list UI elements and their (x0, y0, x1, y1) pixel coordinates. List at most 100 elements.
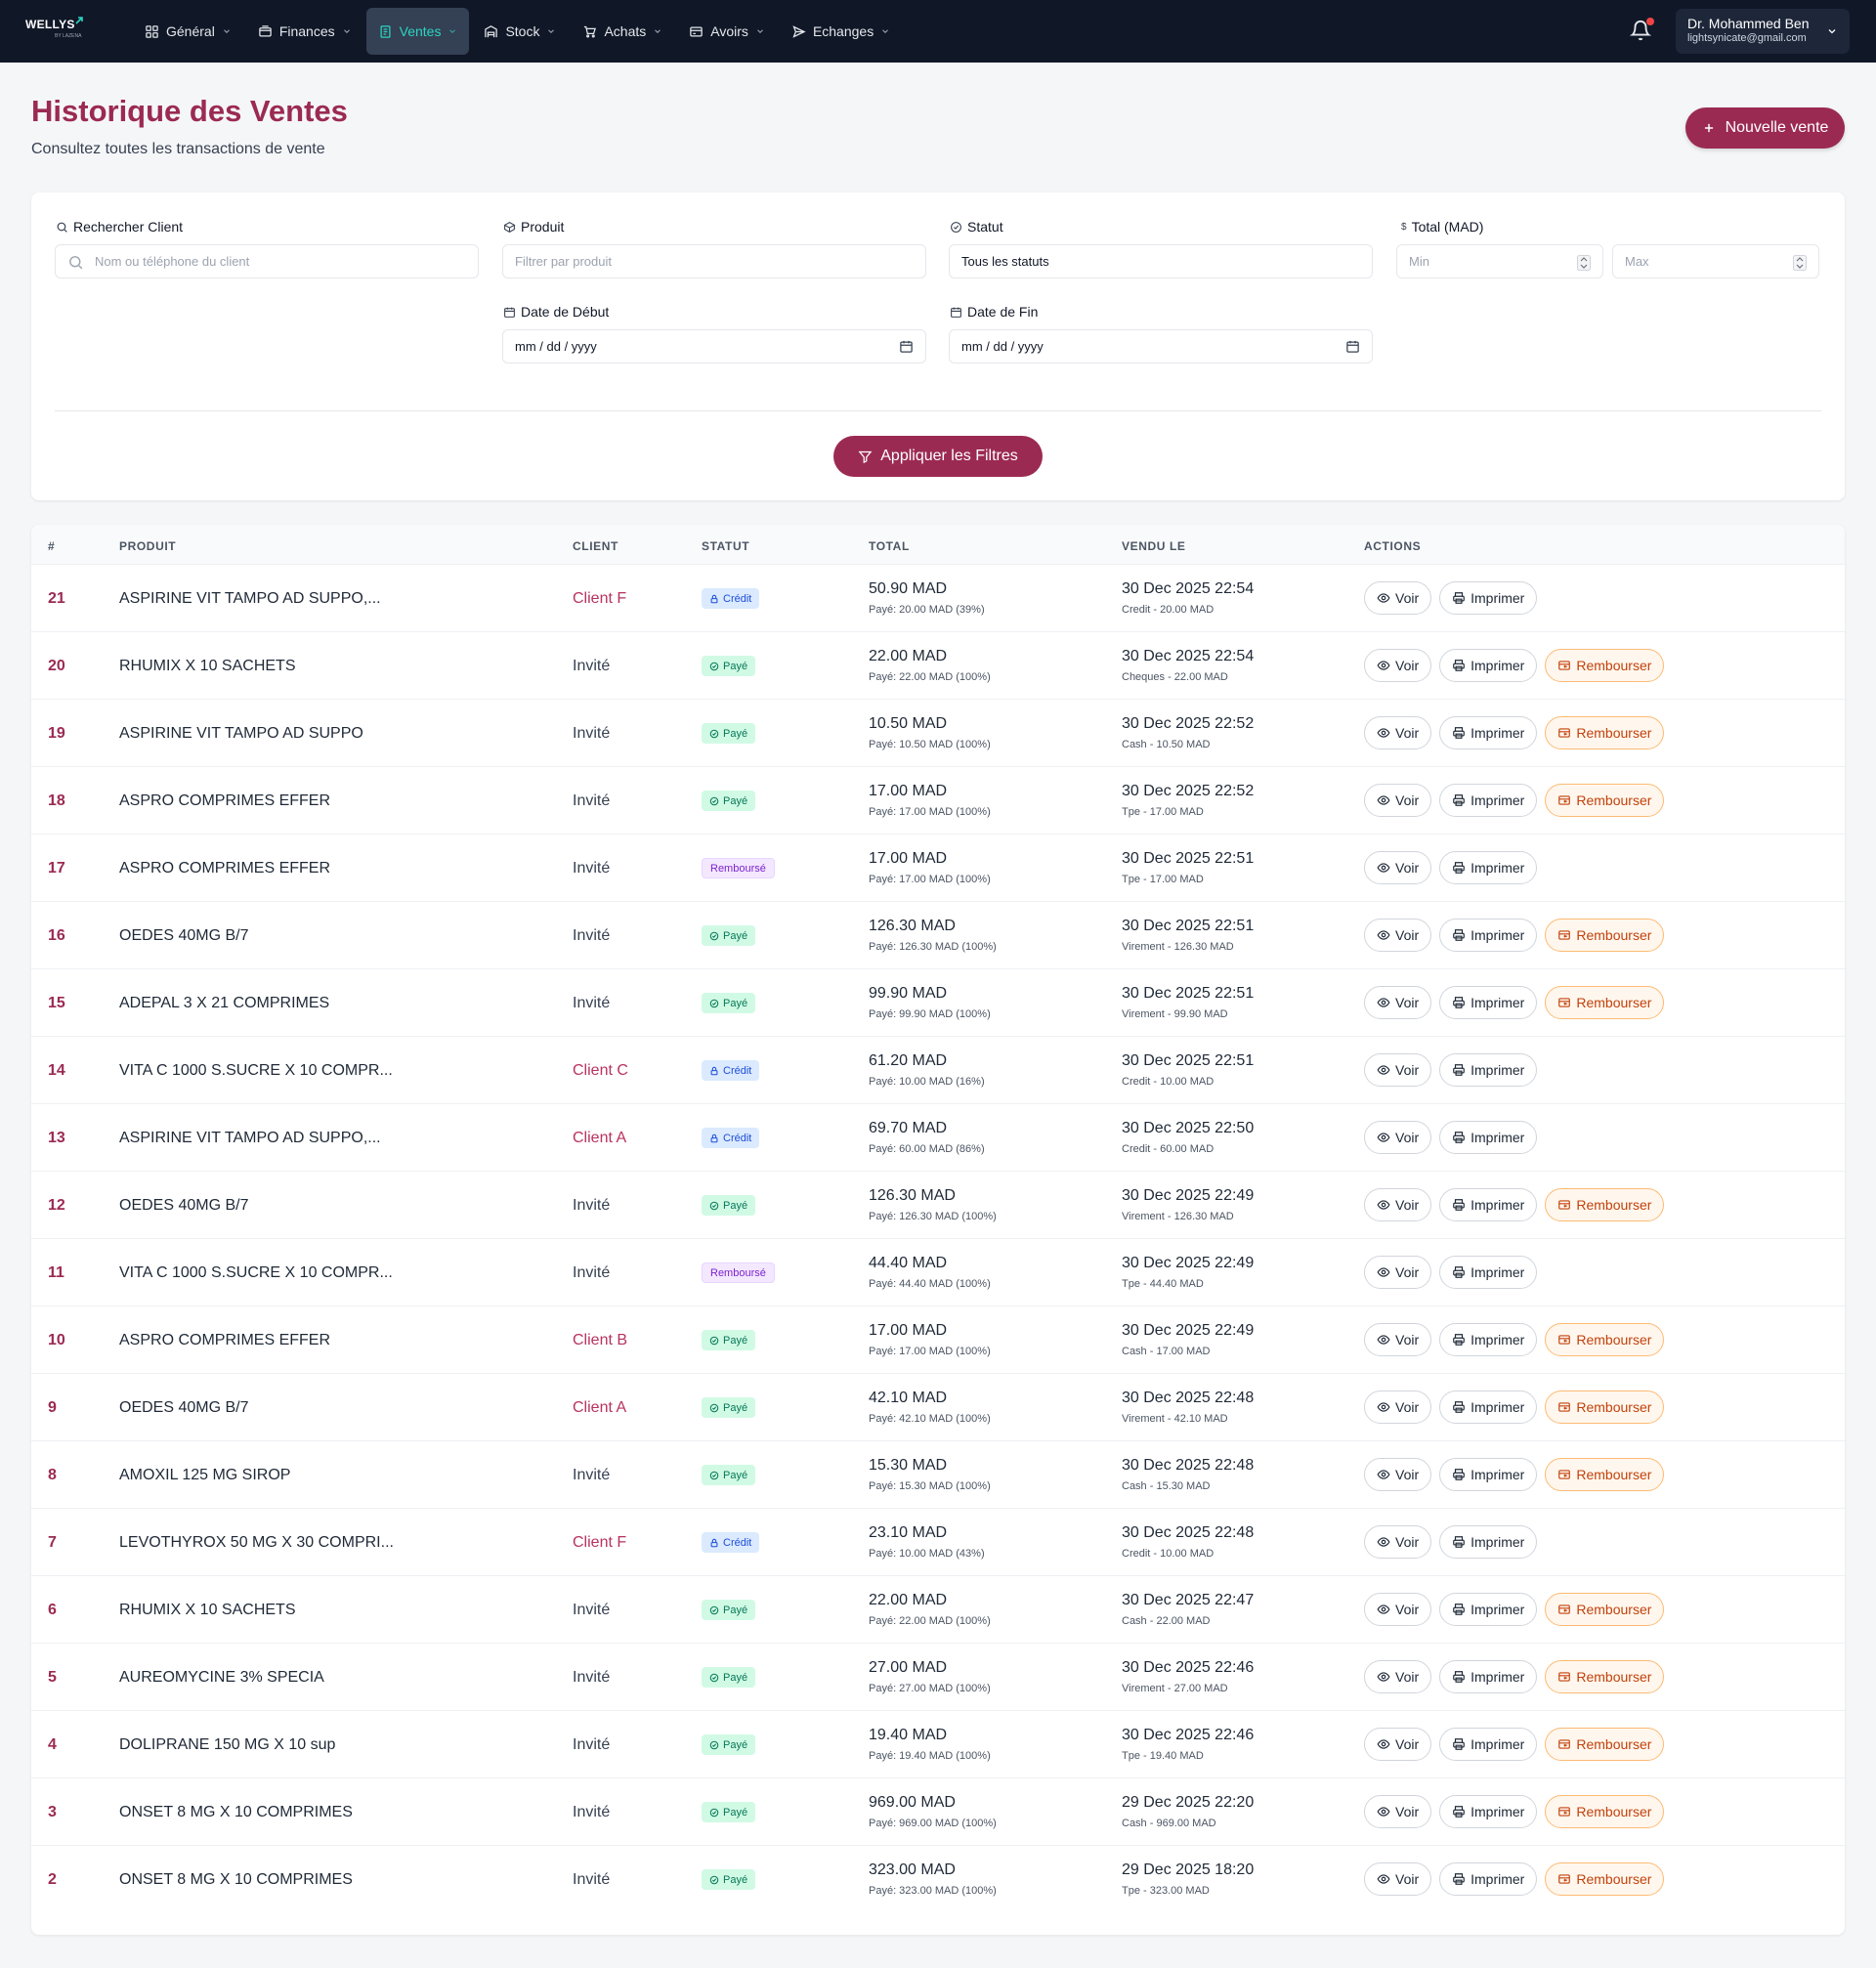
end-date-input[interactable]: mm / dd / yyyy (949, 329, 1373, 364)
refund-button[interactable]: Rembourser (1545, 1660, 1665, 1693)
print-button[interactable]: Imprimer (1439, 919, 1538, 952)
view-button[interactable]: Voir (1364, 716, 1432, 749)
spinner-icon[interactable] (1577, 255, 1591, 271)
print-button[interactable]: Imprimer (1439, 1390, 1538, 1424)
view-button[interactable]: Voir (1364, 1323, 1432, 1356)
client-search-input[interactable]: Nom ou téléphone du client (55, 244, 479, 278)
view-button[interactable]: Voir (1364, 851, 1432, 884)
sale-number[interactable]: 14 (48, 1062, 65, 1079)
table-row[interactable]: 12 OEDES 40MG B/7 Invité Payé 126.30 MAD Payé… (31, 1171, 1845, 1238)
sale-client[interactable]: Client A (573, 1399, 627, 1416)
table-row[interactable]: 15 ADEPAL 3 X 21 COMPRIMES Invité Payé 99.90… (31, 968, 1845, 1036)
view-button[interactable]: Voir (1364, 919, 1432, 952)
print-button[interactable]: Imprimer (1439, 784, 1538, 817)
calendar-icon[interactable] (899, 339, 914, 354)
print-button[interactable]: Imprimer (1439, 1660, 1538, 1693)
print-button[interactable]: Imprimer (1439, 1728, 1538, 1761)
nav-item-achats[interactable]: Achats (571, 8, 674, 55)
total-min-input[interactable]: Min (1396, 244, 1603, 278)
table-row[interactable]: 9 OEDES 40MG B/7 Client A Payé 42.10 MAD Payé… (31, 1373, 1845, 1440)
refund-button[interactable]: Rembourser (1545, 1323, 1665, 1356)
table-row[interactable]: 10 ASPRO COMPRIMES EFFER Client B Payé 17.00… (31, 1305, 1845, 1373)
refund-button[interactable]: Rembourser (1545, 986, 1665, 1019)
table-row[interactable]: 6 RHUMIX X 10 SACHETS Invité Payé 22.00 MAD P… (31, 1575, 1845, 1643)
sale-number[interactable]: 4 (48, 1736, 57, 1753)
view-button[interactable]: Voir (1364, 1458, 1432, 1491)
nav-item-ventes[interactable]: Ventes (365, 8, 470, 55)
print-button[interactable]: Imprimer (1439, 581, 1538, 615)
table-row[interactable]: 21 ASPIRINE VIT TAMPO AD SUPPO,... Client … (31, 564, 1845, 631)
sale-number[interactable]: 5 (48, 1669, 57, 1686)
print-button[interactable]: Imprimer (1439, 1795, 1538, 1828)
view-button[interactable]: Voir (1364, 1121, 1432, 1154)
table-row[interactable]: 11 VITA C 1000 S.SUCRE X 10 COMPR... Invit… (31, 1238, 1845, 1305)
sale-number[interactable]: 8 (48, 1467, 57, 1483)
sale-number[interactable]: 12 (48, 1197, 65, 1214)
print-button[interactable]: Imprimer (1439, 986, 1538, 1019)
table-row[interactable]: 18 ASPRO COMPRIMES EFFER Invité Payé 17.00 M… (31, 766, 1845, 834)
view-button[interactable]: Voir (1364, 1728, 1432, 1761)
print-button[interactable]: Imprimer (1439, 1862, 1538, 1896)
table-row[interactable]: 13 ASPIRINE VIT TAMPO AD SUPPO,... Client … (31, 1103, 1845, 1171)
view-button[interactable]: Voir (1364, 784, 1432, 817)
sale-number[interactable]: 6 (48, 1602, 57, 1618)
print-button[interactable]: Imprimer (1439, 851, 1538, 884)
refund-button[interactable]: Rembourser (1545, 1188, 1665, 1221)
print-button[interactable]: Imprimer (1439, 1121, 1538, 1154)
sale-number[interactable]: 21 (48, 590, 65, 607)
nav-item-finances[interactable]: Finances (246, 8, 363, 55)
print-button[interactable]: Imprimer (1439, 649, 1538, 682)
nav-item-gnral[interactable]: Général (133, 8, 243, 55)
view-button[interactable]: Voir (1364, 649, 1432, 682)
sale-number[interactable]: 16 (48, 927, 65, 944)
sale-number[interactable]: 19 (48, 725, 65, 742)
table-row[interactable]: 20 RHUMIX X 10 SACHETS Invité Payé 22.00 MAD… (31, 631, 1845, 699)
table-row[interactable]: 7 LEVOTHYROX 50 MG X 30 COMPRI... Client F… (31, 1508, 1845, 1575)
view-button[interactable]: Voir (1364, 1256, 1432, 1289)
table-row[interactable]: 4 DOLIPRANE 150 MG X 10 sup Invité Payé 19.4… (31, 1710, 1845, 1777)
print-button[interactable]: Imprimer (1439, 1593, 1538, 1626)
print-button[interactable]: Imprimer (1439, 1188, 1538, 1221)
sale-number[interactable]: 11 (48, 1264, 64, 1281)
spinner-icon[interactable] (1793, 255, 1807, 271)
table-row[interactable]: 3 ONSET 8 MG X 10 COMPRIMES Invité Payé 969.… (31, 1777, 1845, 1845)
refund-button[interactable]: Rembourser (1545, 919, 1665, 952)
print-button[interactable]: Imprimer (1439, 1053, 1538, 1087)
sale-client[interactable]: Client F (573, 1534, 627, 1551)
product-filter-input[interactable]: Filtrer par produit (502, 244, 926, 278)
logo[interactable]: WELLYS BY LAZENA (25, 17, 94, 47)
view-button[interactable]: Voir (1364, 1862, 1432, 1896)
table-row[interactable]: 14 VITA C 1000 S.SUCRE X 10 COMPR... Clien… (31, 1036, 1845, 1103)
sale-number[interactable]: 20 (48, 658, 65, 674)
refund-button[interactable]: Rembourser (1545, 1390, 1665, 1424)
nav-item-echanges[interactable]: Echanges (780, 8, 902, 55)
table-row[interactable]: 17 ASPRO COMPRIMES EFFER Invité Remboursé 17… (31, 834, 1845, 901)
table-row[interactable]: 16 OEDES 40MG B/7 Invité Payé 126.30 MAD Payé… (31, 901, 1845, 968)
view-button[interactable]: Voir (1364, 1390, 1432, 1424)
view-button[interactable]: Voir (1364, 1593, 1432, 1626)
nav-item-stock[interactable]: Stock (472, 8, 568, 55)
print-button[interactable]: Imprimer (1439, 1458, 1538, 1491)
refund-button[interactable]: Rembourser (1545, 1458, 1665, 1491)
table-row[interactable]: 8 AMOXIL 125 MG SIROP Invité Payé 15.30 MAD P… (31, 1440, 1845, 1508)
sale-number[interactable]: 15 (48, 995, 65, 1011)
view-button[interactable]: Voir (1364, 1188, 1432, 1221)
table-row[interactable]: 2 ONSET 8 MG X 10 COMPRIMES Invité Payé 323.… (31, 1845, 1845, 1912)
refund-button[interactable]: Rembourser (1545, 784, 1665, 817)
new-sale-button[interactable]: Nouvelle vente (1685, 107, 1845, 149)
sale-client[interactable]: Client F (573, 590, 627, 607)
refund-button[interactable]: Rembourser (1545, 1795, 1665, 1828)
sale-number[interactable]: 2 (48, 1871, 57, 1888)
start-date-input[interactable]: mm / dd / yyyy (502, 329, 926, 364)
apply-filters-button[interactable]: Appliquer les Filtres (833, 436, 1043, 477)
view-button[interactable]: Voir (1364, 1795, 1432, 1828)
status-select[interactable]: Tous les statuts (949, 244, 1373, 278)
refund-button[interactable]: Rembourser (1545, 1593, 1665, 1626)
sale-number[interactable]: 17 (48, 860, 65, 877)
view-button[interactable]: Voir (1364, 581, 1432, 615)
print-button[interactable]: Imprimer (1439, 1525, 1538, 1559)
table-row[interactable]: 19 ASPIRINE VIT TAMPO AD SUPPO Invité Payé 1… (31, 699, 1845, 766)
sale-client[interactable]: Client A (573, 1130, 627, 1146)
sale-number[interactable]: 3 (48, 1804, 57, 1820)
view-button[interactable]: Voir (1364, 1660, 1432, 1693)
